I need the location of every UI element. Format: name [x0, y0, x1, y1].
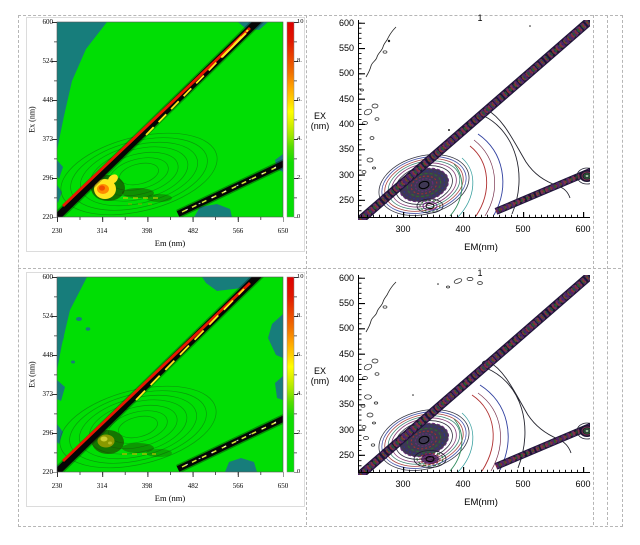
y-axis-label-line2: (nm)	[310, 121, 330, 131]
axis-tick-x: 314	[96, 227, 108, 235]
axis-tick-y: 500	[338, 68, 354, 78]
contour-top-canvas	[358, 20, 590, 220]
axis-tick-y: 220	[42, 213, 54, 221]
colorbar-tick: 2.	[297, 429, 302, 436]
colorbar-tick: 4.	[297, 390, 302, 397]
axis-tick-y: 372	[42, 390, 54, 398]
x-axis-label: EM(nm)	[464, 242, 498, 253]
colorbar-tick: 10	[297, 273, 304, 280]
heatmap-top-canvas	[52, 21, 298, 222]
axis-tick-x: 650	[277, 227, 289, 235]
axis-tick-x: 398	[141, 482, 153, 490]
axis-tick-x: 300	[395, 224, 411, 234]
axis-tick-y: 250	[338, 450, 354, 460]
axis-tick-x: 482	[187, 227, 199, 235]
axis-tick-x: 566	[232, 227, 244, 235]
axis-tick-x: 500	[515, 479, 531, 489]
axis-tick-y: 220	[42, 468, 54, 476]
axis-tick-y: 600	[338, 273, 354, 283]
axis-tick-y: 448	[42, 351, 54, 359]
axis-tick-y: 300	[338, 425, 354, 435]
axis-tick-x: 400	[455, 224, 471, 234]
x-axis-label: Em (nm)	[154, 493, 186, 503]
axis-tick-y: 400	[338, 119, 354, 129]
colorbar-tick: 0	[297, 213, 301, 220]
axis-tick-y: 296	[42, 174, 54, 182]
y-axis-label: Ex (nm)	[27, 106, 37, 133]
axis-tick-y: 350	[338, 399, 354, 409]
axis-tick-x: 600	[575, 479, 591, 489]
colorbar-tick: 0	[297, 468, 301, 475]
axis-tick-x: 398	[141, 227, 153, 235]
axis-tick-y: 372	[42, 135, 54, 143]
table-divider-vertical-3	[607, 15, 608, 525]
plot-title: 1	[477, 13, 483, 23]
axis-tick-y: 250	[338, 195, 354, 205]
axis-tick-x: 566	[232, 482, 244, 490]
axis-tick-x: 230	[51, 482, 63, 490]
axis-tick-y: 600	[42, 18, 54, 26]
table-divider-vertical-2	[593, 15, 594, 525]
x-axis-label: Em (nm)	[154, 238, 186, 248]
colorbar-tick: 8.	[297, 57, 302, 64]
y-axis-label-line1: EX	[313, 111, 326, 121]
axis-tick-x: 600	[575, 224, 591, 234]
colorbar-tick: 6.	[297, 96, 302, 103]
x-axis-label: EM(nm)	[464, 497, 498, 508]
axis-tick-x: 482	[187, 482, 199, 490]
axis-tick-x: 230	[51, 227, 63, 235]
y-axis-label-line2: (nm)	[310, 376, 330, 386]
axis-tick-y: 600	[42, 273, 54, 281]
axis-tick-x: 500	[515, 224, 531, 234]
colorbar-tick: 10	[297, 18, 304, 25]
axis-tick-y: 600	[338, 18, 354, 28]
axis-tick-y: 524	[42, 312, 54, 320]
colorbar-tick: 8.	[297, 312, 302, 319]
axis-tick-y: 524	[42, 57, 54, 65]
axis-tick-x: 314	[96, 482, 108, 490]
table-divider-vertical-1	[306, 15, 307, 525]
heatmap-bottom-canvas	[52, 276, 298, 477]
contour-bottom-canvas	[358, 275, 590, 475]
axis-tick-y: 350	[338, 144, 354, 154]
axis-tick-y: 550	[338, 43, 354, 53]
colorbar-tick: 2.	[297, 174, 302, 181]
axis-tick-x: 400	[455, 479, 471, 489]
axis-tick-y: 296	[42, 429, 54, 437]
colorbar-tick: 6.	[297, 351, 302, 358]
table-divider-horizontal	[18, 268, 621, 269]
axis-tick-y: 300	[338, 170, 354, 180]
axis-tick-y: 550	[338, 298, 354, 308]
axis-tick-y: 450	[338, 349, 354, 359]
axis-tick-y: 448	[42, 96, 54, 104]
axis-tick-y: 500	[338, 323, 354, 333]
y-axis-label-line1: EX	[313, 366, 326, 376]
axis-tick-y: 450	[338, 94, 354, 104]
axis-tick-x: 650	[277, 482, 289, 490]
colorbar-tick: 4.	[297, 135, 302, 142]
axis-tick-y: 400	[338, 374, 354, 384]
y-axis-label: Ex (nm)	[27, 361, 37, 388]
plot-title: 1	[477, 268, 483, 278]
axis-tick-x: 300	[395, 479, 411, 489]
